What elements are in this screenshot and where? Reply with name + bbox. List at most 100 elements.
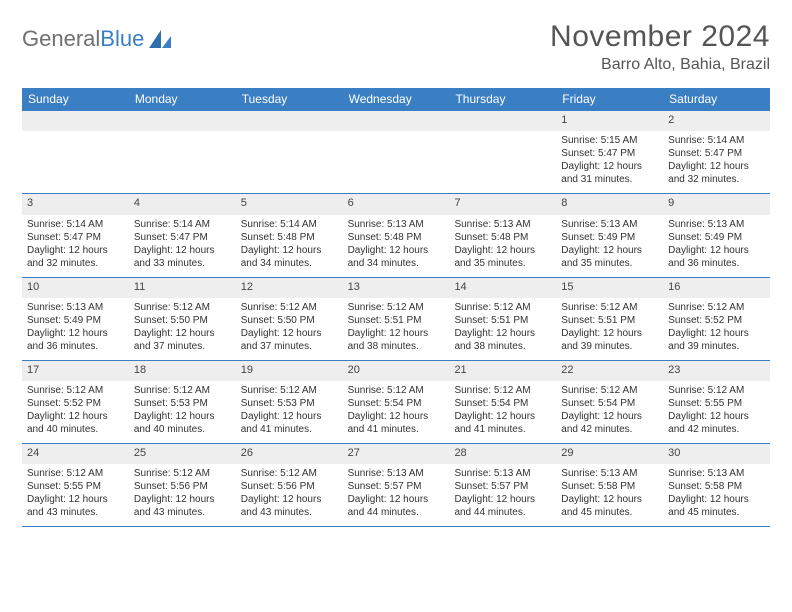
sunset-text: Sunset: 5:48 PM bbox=[241, 231, 338, 244]
day-number: 15 bbox=[561, 280, 658, 296]
sunrise-text: Sunrise: 5:12 AM bbox=[241, 301, 338, 314]
location-label: Barro Alto, Bahia, Brazil bbox=[550, 56, 770, 74]
daylight-text: Daylight: 12 hours and 34 minutes. bbox=[241, 244, 338, 270]
sunset-text: Sunset: 5:47 PM bbox=[27, 231, 124, 244]
day-number: 5 bbox=[241, 196, 338, 212]
day-number-cell: 23 bbox=[663, 361, 770, 381]
sunset-text: Sunset: 5:49 PM bbox=[668, 231, 765, 244]
daylight-text: Daylight: 12 hours and 43 minutes. bbox=[27, 493, 124, 519]
sunset-text: Sunset: 5:50 PM bbox=[134, 314, 231, 327]
sunrise-text: Sunrise: 5:12 AM bbox=[241, 467, 338, 480]
sunset-text: Sunset: 5:54 PM bbox=[348, 397, 445, 410]
day-number-cell: 24 bbox=[22, 444, 129, 464]
sunrise-text: Sunrise: 5:14 AM bbox=[134, 218, 231, 231]
calendar-page: GeneralBlue November 2024 Barro Alto, Ba… bbox=[0, 0, 792, 547]
daylight-text: Daylight: 12 hours and 32 minutes. bbox=[27, 244, 124, 270]
sunrise-text: Sunrise: 5:12 AM bbox=[561, 384, 658, 397]
daylight-text: Daylight: 12 hours and 42 minutes. bbox=[561, 410, 658, 436]
week-content-row: Sunrise: 5:12 AMSunset: 5:55 PMDaylight:… bbox=[22, 464, 770, 526]
sunset-text: Sunset: 5:53 PM bbox=[241, 397, 338, 410]
sunset-text: Sunset: 5:51 PM bbox=[561, 314, 658, 327]
day-number: 19 bbox=[241, 363, 338, 379]
week-number-row: 12 bbox=[22, 110, 770, 131]
day-number-cell: 26 bbox=[236, 444, 343, 464]
day-number-cell bbox=[449, 111, 556, 131]
day-number bbox=[27, 113, 124, 115]
weekday-thursday: Thursday bbox=[449, 88, 556, 110]
day-number: 23 bbox=[668, 363, 765, 379]
brand-word-general: General bbox=[22, 26, 100, 52]
day-number-cell: 27 bbox=[343, 444, 450, 464]
sunrise-text: Sunrise: 5:13 AM bbox=[348, 467, 445, 480]
weekday-monday: Monday bbox=[129, 88, 236, 110]
calendar-grid: 12Sunrise: 5:15 AMSunset: 5:47 PMDayligh… bbox=[22, 110, 770, 527]
daylight-text: Daylight: 12 hours and 45 minutes. bbox=[668, 493, 765, 519]
day-number: 30 bbox=[668, 446, 765, 462]
sunrise-text: Sunrise: 5:12 AM bbox=[134, 384, 231, 397]
day-cell: Sunrise: 5:13 AMSunset: 5:48 PMDaylight:… bbox=[449, 215, 556, 277]
day-number: 7 bbox=[454, 196, 551, 212]
sunset-text: Sunset: 5:48 PM bbox=[348, 231, 445, 244]
day-number-cell: 14 bbox=[449, 278, 556, 298]
week-number-row: 10111213141516 bbox=[22, 277, 770, 298]
day-cell: Sunrise: 5:14 AMSunset: 5:47 PMDaylight:… bbox=[22, 215, 129, 277]
sunset-text: Sunset: 5:53 PM bbox=[134, 397, 231, 410]
day-number-cell: 29 bbox=[556, 444, 663, 464]
day-number-cell: 2 bbox=[663, 111, 770, 131]
day-number-cell: 6 bbox=[343, 194, 450, 214]
brand-word-blue: Blue bbox=[100, 26, 144, 52]
day-number-cell: 25 bbox=[129, 444, 236, 464]
daylight-text: Daylight: 12 hours and 37 minutes. bbox=[241, 327, 338, 353]
day-cell: Sunrise: 5:12 AMSunset: 5:56 PMDaylight:… bbox=[129, 464, 236, 526]
day-cell bbox=[449, 131, 556, 193]
sunrise-text: Sunrise: 5:15 AM bbox=[561, 134, 658, 147]
day-number: 26 bbox=[241, 446, 338, 462]
sunset-text: Sunset: 5:47 PM bbox=[668, 147, 765, 160]
day-number: 16 bbox=[668, 280, 765, 296]
daylight-text: Daylight: 12 hours and 40 minutes. bbox=[134, 410, 231, 436]
sunset-text: Sunset: 5:52 PM bbox=[668, 314, 765, 327]
day-number: 22 bbox=[561, 363, 658, 379]
daylight-text: Daylight: 12 hours and 33 minutes. bbox=[134, 244, 231, 270]
daylight-text: Daylight: 12 hours and 31 minutes. bbox=[561, 160, 658, 186]
day-number-cell: 4 bbox=[129, 194, 236, 214]
sunset-text: Sunset: 5:55 PM bbox=[27, 480, 124, 493]
day-cell: Sunrise: 5:12 AMSunset: 5:51 PMDaylight:… bbox=[556, 298, 663, 360]
daylight-text: Daylight: 12 hours and 36 minutes. bbox=[27, 327, 124, 353]
week-content-row: Sunrise: 5:14 AMSunset: 5:47 PMDaylight:… bbox=[22, 215, 770, 277]
sunrise-text: Sunrise: 5:13 AM bbox=[561, 218, 658, 231]
day-cell: Sunrise: 5:12 AMSunset: 5:52 PMDaylight:… bbox=[22, 381, 129, 443]
week-number-row: 17181920212223 bbox=[22, 360, 770, 381]
sunrise-text: Sunrise: 5:12 AM bbox=[348, 301, 445, 314]
day-number-cell: 3 bbox=[22, 194, 129, 214]
sunset-text: Sunset: 5:51 PM bbox=[348, 314, 445, 327]
sunrise-text: Sunrise: 5:13 AM bbox=[454, 218, 551, 231]
week-content-row: Sunrise: 5:13 AMSunset: 5:49 PMDaylight:… bbox=[22, 298, 770, 360]
sunrise-text: Sunrise: 5:12 AM bbox=[241, 384, 338, 397]
day-number-cell: 18 bbox=[129, 361, 236, 381]
daylight-text: Daylight: 12 hours and 43 minutes. bbox=[241, 493, 338, 519]
day-number: 9 bbox=[668, 196, 765, 212]
sunrise-text: Sunrise: 5:12 AM bbox=[561, 301, 658, 314]
day-number: 4 bbox=[134, 196, 231, 212]
day-cell: Sunrise: 5:13 AMSunset: 5:57 PMDaylight:… bbox=[449, 464, 556, 526]
week-content-row: Sunrise: 5:12 AMSunset: 5:52 PMDaylight:… bbox=[22, 381, 770, 443]
day-number-cell bbox=[236, 111, 343, 131]
sunrise-text: Sunrise: 5:13 AM bbox=[561, 467, 658, 480]
day-number: 11 bbox=[134, 280, 231, 296]
sunset-text: Sunset: 5:58 PM bbox=[668, 480, 765, 493]
day-cell: Sunrise: 5:13 AMSunset: 5:49 PMDaylight:… bbox=[22, 298, 129, 360]
daylight-text: Daylight: 12 hours and 36 minutes. bbox=[668, 244, 765, 270]
day-number: 13 bbox=[348, 280, 445, 296]
sunrise-text: Sunrise: 5:13 AM bbox=[348, 218, 445, 231]
sunset-text: Sunset: 5:47 PM bbox=[134, 231, 231, 244]
daylight-text: Daylight: 12 hours and 38 minutes. bbox=[348, 327, 445, 353]
week-number-row: 3456789 bbox=[22, 193, 770, 214]
sunset-text: Sunset: 5:57 PM bbox=[454, 480, 551, 493]
day-number-cell: 16 bbox=[663, 278, 770, 298]
day-number-cell: 30 bbox=[663, 444, 770, 464]
daylight-text: Daylight: 12 hours and 38 minutes. bbox=[454, 327, 551, 353]
day-number: 12 bbox=[241, 280, 338, 296]
sunrise-text: Sunrise: 5:12 AM bbox=[454, 384, 551, 397]
day-number-cell: 12 bbox=[236, 278, 343, 298]
